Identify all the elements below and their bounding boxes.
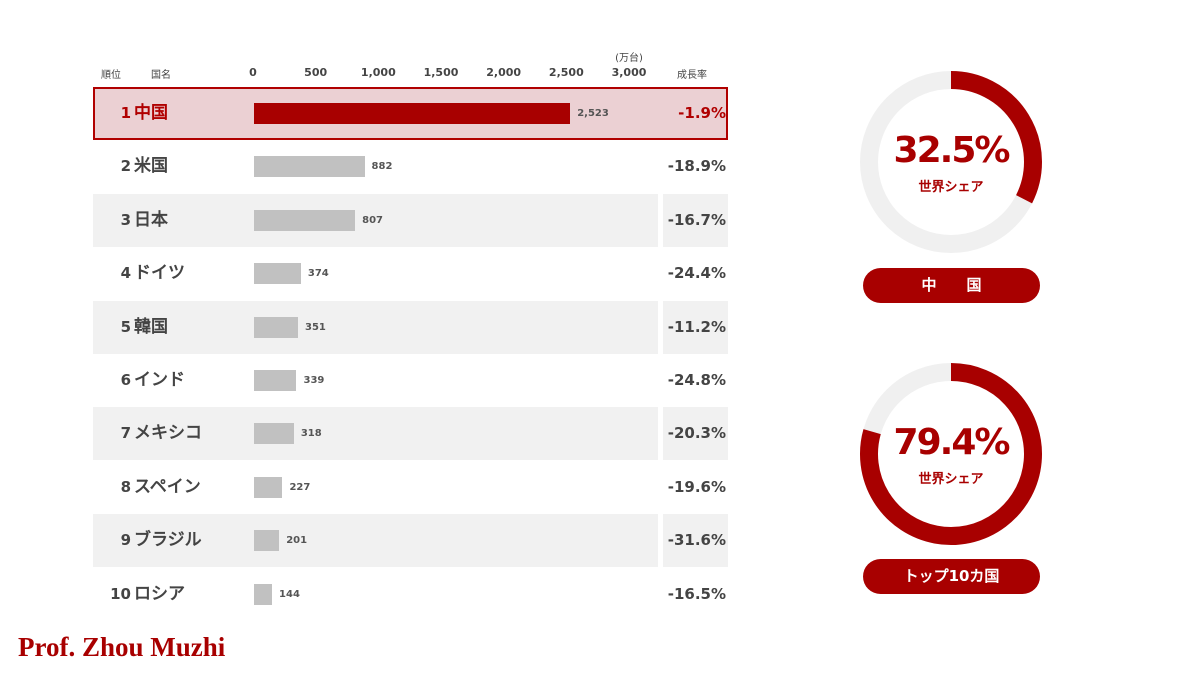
share-percentage: 32.5%	[893, 130, 1011, 171]
bar-value-label: 2,523	[577, 108, 609, 119]
country-name: ドイツ	[134, 263, 185, 284]
table-row: 3 日本 807 -16.7%	[93, 193, 728, 247]
table-row: 8 スペイン 227 -19.6%	[93, 461, 728, 514]
growth-rate: -20.3%	[667, 424, 726, 443]
growth-header: 成長率	[677, 70, 707, 81]
bar-value-label: 227	[289, 481, 311, 493]
row-background-growth	[663, 193, 728, 247]
growth-rate: -1.9%	[678, 104, 726, 122]
x-tick-label: 2,500	[548, 66, 584, 79]
rank-number: 3	[120, 210, 131, 229]
growth-rate: -31.6%	[667, 531, 726, 550]
row-background	[93, 407, 658, 461]
rank-number: 6	[120, 371, 131, 389]
x-tick-label: 1,000	[360, 66, 396, 79]
bar-value-label: 339	[303, 375, 325, 386]
country-header: 国名	[151, 70, 171, 81]
country-name: 中国	[134, 103, 168, 123]
growth-rate: -19.6%	[667, 477, 726, 496]
row-background-growth	[663, 407, 728, 461]
bar	[254, 530, 280, 552]
donut-caption-pill: トップ10カ国	[863, 559, 1040, 594]
rank-number: 4	[120, 264, 131, 283]
row-background-growth	[663, 514, 728, 568]
row-background	[93, 193, 658, 247]
rank-number: 7	[120, 424, 131, 443]
growth-rate: -18.9%	[667, 157, 726, 176]
table-row: 7 メキシコ 318 -20.3%	[93, 407, 728, 461]
rank-number: 2	[120, 157, 131, 176]
rank-number: 9	[120, 531, 131, 550]
table-row: 6 インド 339 -24.8%	[93, 354, 728, 407]
x-tick-label: 0	[249, 66, 257, 79]
donut-share-arc	[860, 363, 1042, 545]
rank-number: 1	[120, 104, 131, 122]
growth-rate: -16.5%	[667, 584, 726, 603]
bar	[254, 476, 283, 498]
bar	[254, 316, 298, 338]
donut-caption-pill: 中 国	[863, 268, 1040, 303]
country-name: 日本	[134, 209, 168, 230]
bar	[254, 263, 301, 285]
country-name: ロシア	[134, 583, 185, 604]
table-row: 2 米国 882 -18.9%	[93, 140, 728, 193]
growth-rate: -11.2%	[667, 317, 726, 336]
share-sublabel: 世界シェア	[918, 472, 984, 487]
share-donut-block: 32.5% 世界シェア中 国	[857, 68, 1045, 303]
x-tick-label: 1,500	[423, 66, 459, 79]
x-tick-label: 500	[304, 66, 328, 79]
bar-value-label: 144	[279, 588, 300, 600]
bar	[254, 209, 356, 231]
table-row: 4 ドイツ 374 -24.4%	[93, 247, 728, 300]
unit-label: (万台)	[615, 53, 643, 64]
bar-value-label: 351	[304, 321, 326, 333]
row-background-growth	[663, 300, 728, 354]
country-name: メキシコ	[134, 423, 202, 444]
bar	[254, 370, 297, 391]
donut-chart	[860, 363, 1042, 545]
country-name: 韓国	[134, 316, 168, 337]
x-tick-label: 3,000	[611, 66, 647, 79]
highlight-frame	[93, 87, 728, 140]
bar	[254, 423, 294, 445]
x-tick-label: 2,000	[486, 66, 522, 79]
rank-number: 8	[120, 477, 131, 496]
bar-value-label: 807	[362, 214, 384, 226]
row-background	[93, 514, 658, 568]
share-percentage: 79.4%	[893, 422, 1011, 463]
table-row: 9 ブラジル 201 -31.6%	[93, 514, 728, 568]
table-row: 10 ロシア 144 -16.5%	[93, 568, 728, 621]
rank-number: 5	[120, 317, 131, 336]
share-donut-block: 79.4% 世界シェアトップ10カ国	[857, 360, 1045, 594]
donut-chart	[860, 71, 1042, 253]
bar	[254, 156, 365, 178]
country-name: インド	[134, 370, 185, 390]
table-row: 5 韓国 351 -11.2%	[93, 300, 728, 354]
country-name: 米国	[134, 156, 168, 177]
table-row: 1 中国 2,523 -1.9%	[93, 87, 728, 140]
bar	[254, 583, 273, 605]
author-signature: Prof. Zhou Muzhi	[18, 632, 226, 662]
country-name: ブラジル	[134, 530, 202, 551]
growth-rate: -24.8%	[667, 371, 726, 389]
share-sublabel: 世界シェア	[918, 180, 984, 195]
bar-value-label: 318	[300, 428, 322, 440]
bar-value-label: 882	[371, 161, 393, 173]
bar-value-label: 201	[286, 535, 308, 547]
country-name: スペイン	[134, 476, 201, 497]
bar	[254, 103, 571, 124]
growth-rate: -16.7%	[667, 210, 726, 229]
rank-number: 10	[110, 584, 131, 603]
bar-value-label: 374	[307, 268, 329, 280]
rank-header: 順位	[101, 70, 121, 81]
row-background	[93, 300, 658, 354]
donut-share-arc	[950, 71, 1042, 204]
growth-rate: -24.4%	[667, 264, 726, 283]
